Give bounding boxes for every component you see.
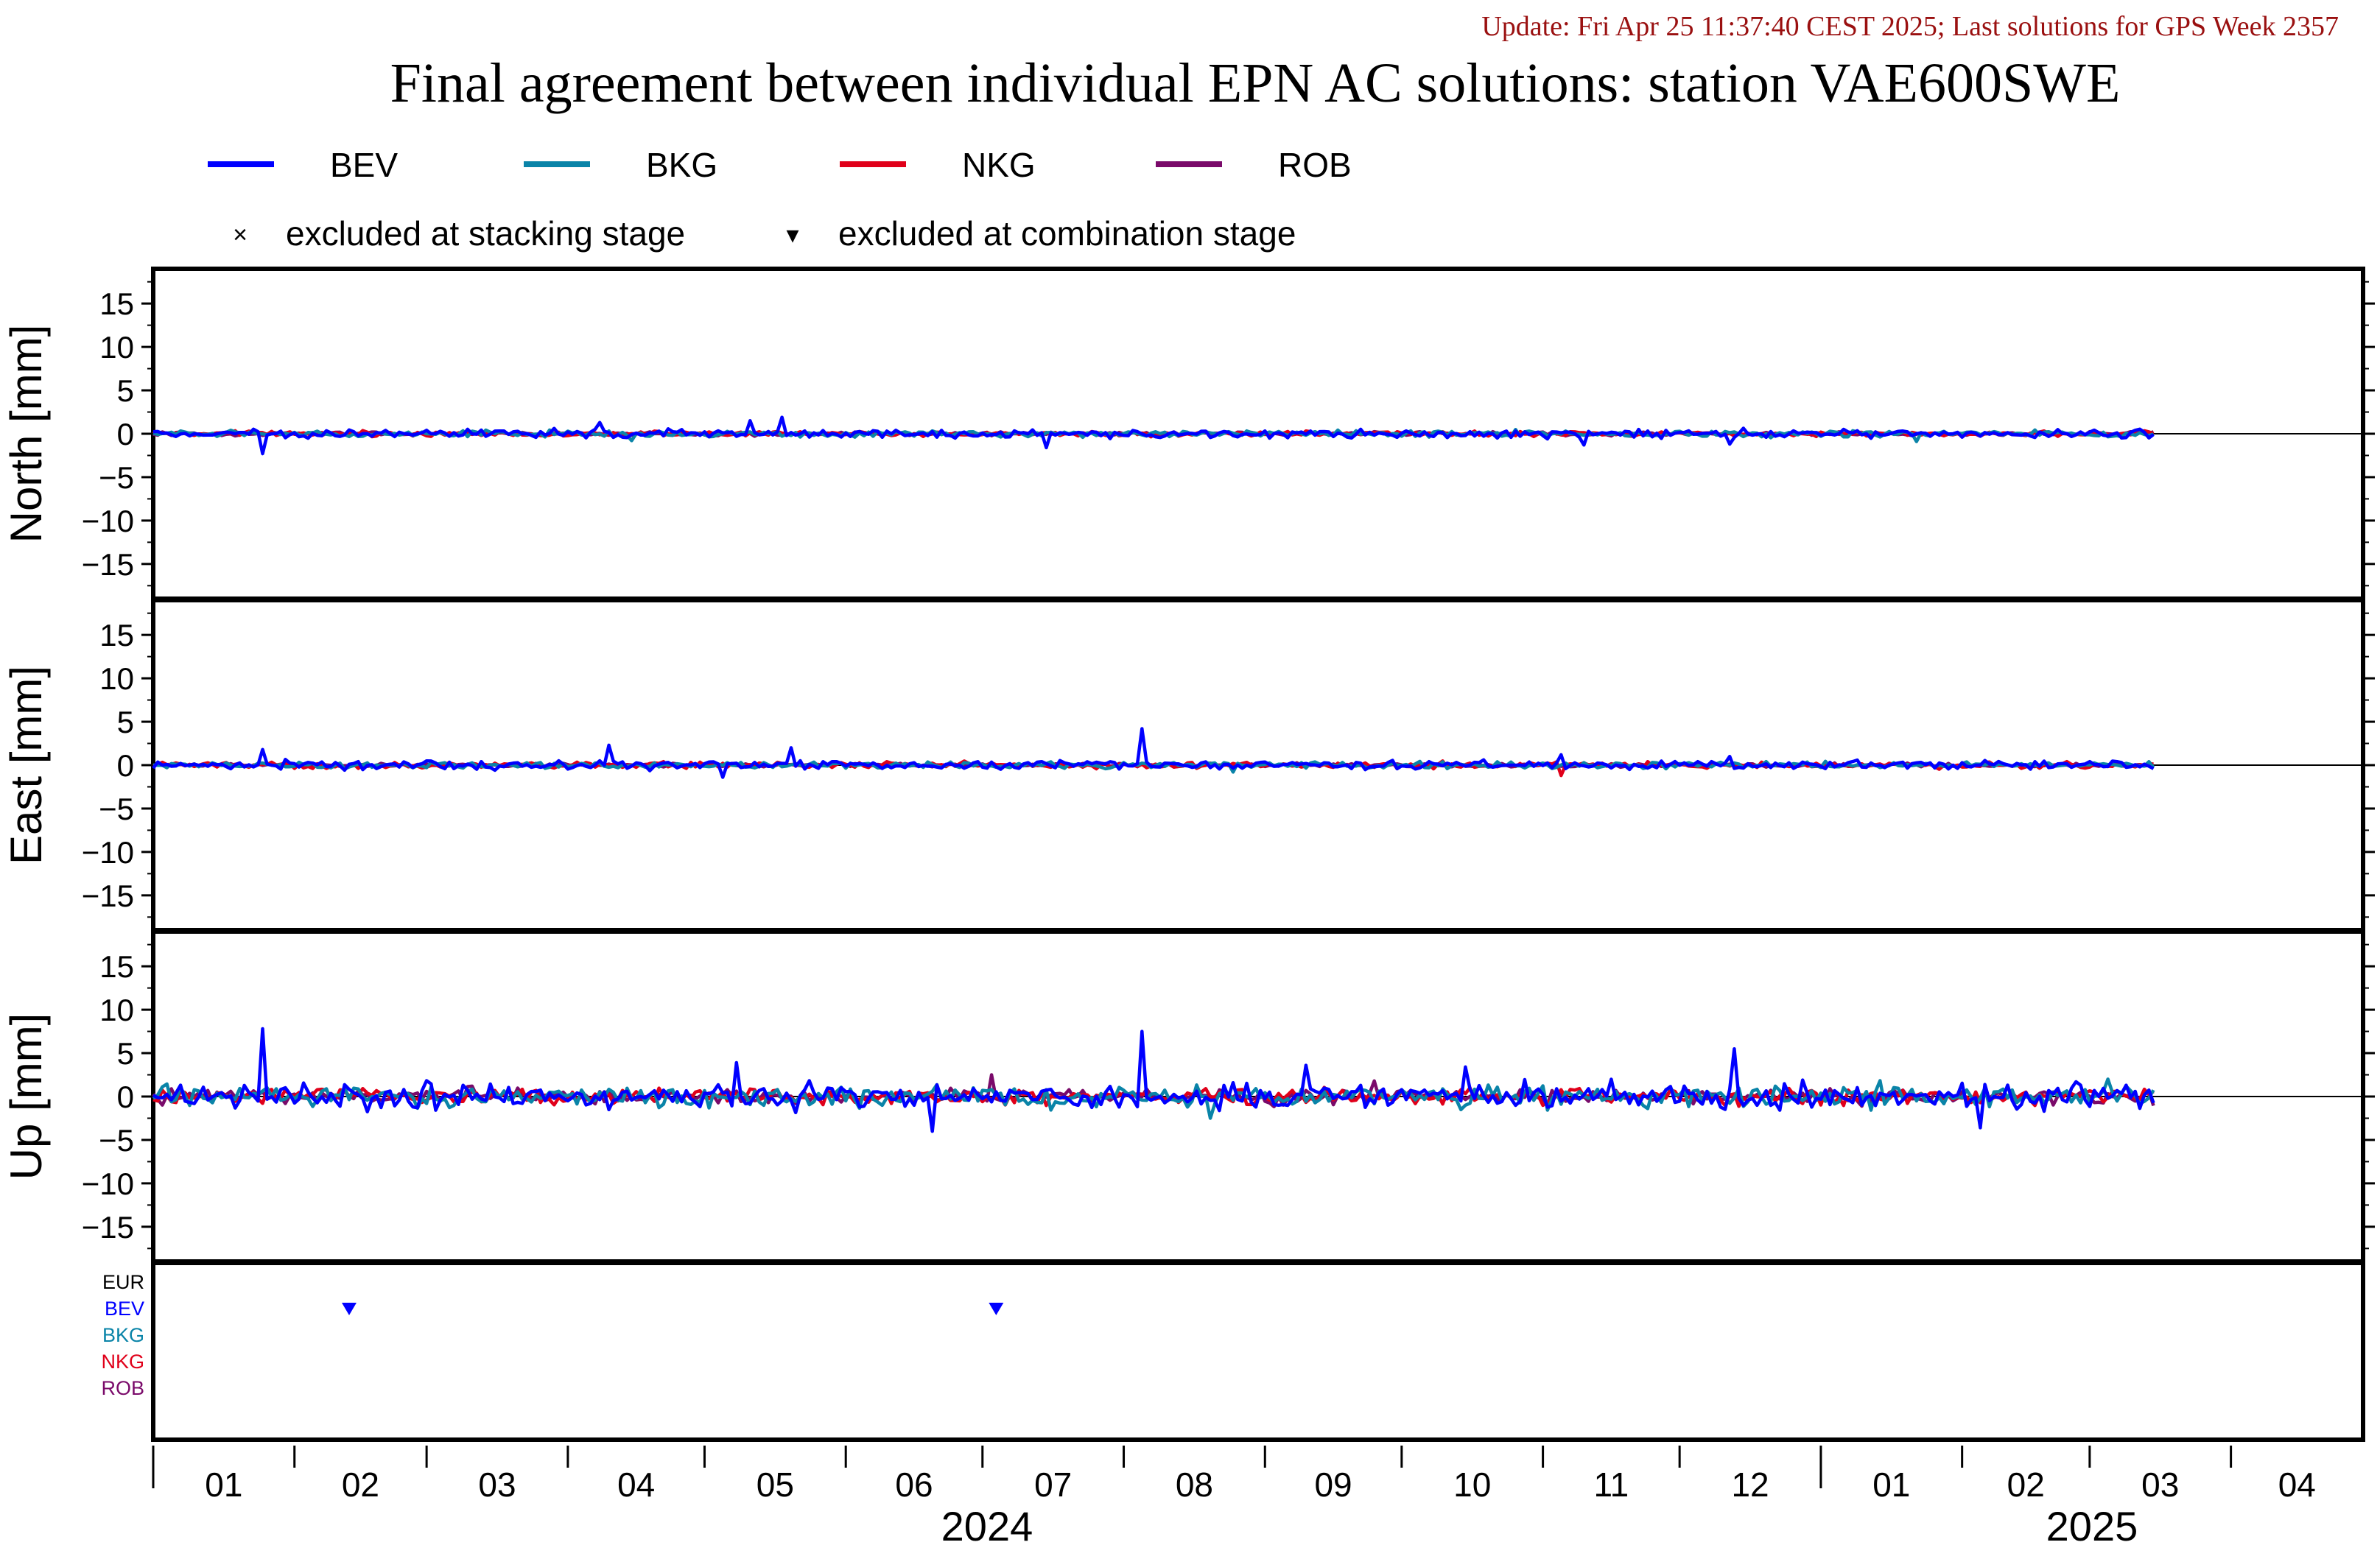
y-tick-label: 0 [117,748,134,783]
y-tick-label: 0 [117,417,134,451]
legend-label-nkg: NKG [962,146,1036,184]
exclusion-row-label-eur: EUR [102,1271,144,1293]
x-month-label: 04 [2278,1465,2316,1504]
x-month-label: 08 [1176,1465,1213,1504]
y-tick-label: −15 [82,879,134,913]
y-tick-label: −10 [82,1166,134,1201]
exclusion-marker [989,1303,1004,1315]
x-month-label: 11 [1593,1465,1629,1504]
y-tick-label: 10 [99,330,134,365]
combination-exclusion-label: excluded at combination stage [838,214,1296,253]
y-tick-label: 10 [99,661,134,696]
x-month-label: 03 [2141,1465,2179,1504]
exclusion-panel: EUR BEV BKG NKG ROB [101,1261,2365,1442]
stacking-exclusion-label: excluded at stacking stage [286,214,685,253]
x-year-label: 2024 [941,1503,1033,1545]
y-axis-label: Up [mm] [1,1013,51,1180]
x-axis: 01 02 03 04 05 06 07 08 09 10 11 12 01 02 03 04 2024 2025 [152,1446,2316,1545]
y-tick-label: −15 [82,1210,134,1245]
y-tick-label: 15 [99,618,134,652]
legend-label-bkg: BKG [646,146,717,184]
panel-east: 15 10 5 0 −5 −10 −15 East [mm] [1,598,2375,932]
y-axis-label: East [mm] [1,666,51,865]
y-tick-label: 10 [99,993,134,1027]
exclusion-marker [341,1303,357,1315]
stacking-exclusion-icon: × [233,221,248,249]
x-month-label: 03 [478,1465,516,1504]
x-month-label: 10 [1453,1465,1491,1504]
series-bev-north [152,415,2155,456]
exclusion-frame [151,1261,2365,1442]
x-month-label: 05 [757,1465,794,1504]
y-axis-label: North [mm] [1,325,51,543]
combination-exclusion-icon: ▾ [786,221,798,249]
legend-label-bev: BEV [330,146,398,184]
x-month-label: 01 [205,1465,242,1504]
exclusion-row-label-nkg: NKG [101,1351,144,1373]
x-year-label: 2025 [2046,1503,2138,1545]
update-line: Update: Fri Apr 25 11:37:40 CEST 2025; L… [1481,11,2339,42]
y-tick-label: −5 [99,460,134,495]
panel-up: 15 10 5 0 −5 −10 −15 Up [mm] [1,929,2375,1264]
exclusion-row-label-bkg: BKG [102,1324,144,1346]
exclusion-row-label-rob: ROB [101,1377,144,1399]
y-tick-label: 15 [99,286,134,321]
x-month-label: 09 [1314,1465,1352,1504]
x-month-label: 04 [617,1465,655,1504]
y-tick-label: −5 [99,792,134,826]
x-month-label: 07 [1034,1465,1072,1504]
y-tick-label: −10 [82,504,134,538]
y-tick-label: −5 [99,1123,134,1158]
series-bev-east [152,727,2155,779]
y-tick-label: 0 [117,1080,134,1114]
y-tick-label: 15 [99,949,134,984]
y-tick-label: 5 [117,373,134,408]
legend: BEV BKG NKG ROB × excluded at stacking s… [208,146,1352,253]
x-month-label: 06 [895,1465,933,1504]
panel-north: 15 10 5 0 −5 −10 −15 North [mm] [1,267,2375,601]
x-month-label: 02 [2007,1465,2045,1504]
y-tick-label: 5 [117,705,134,739]
series-bev-up [152,1027,2155,1133]
x-month-label: 01 [1872,1465,1910,1504]
exclusion-row-label-bev: BEV [105,1298,144,1320]
y-tick-label: −10 [82,835,134,870]
x-month-label: 12 [1731,1465,1769,1504]
legend-label-rob: ROB [1278,146,1352,184]
x-month-label: 02 [342,1465,379,1504]
y-tick-label: 5 [117,1036,134,1071]
y-tick-label: −15 [82,547,134,582]
chart-title: Final agreement between individual EPN A… [390,52,2121,114]
